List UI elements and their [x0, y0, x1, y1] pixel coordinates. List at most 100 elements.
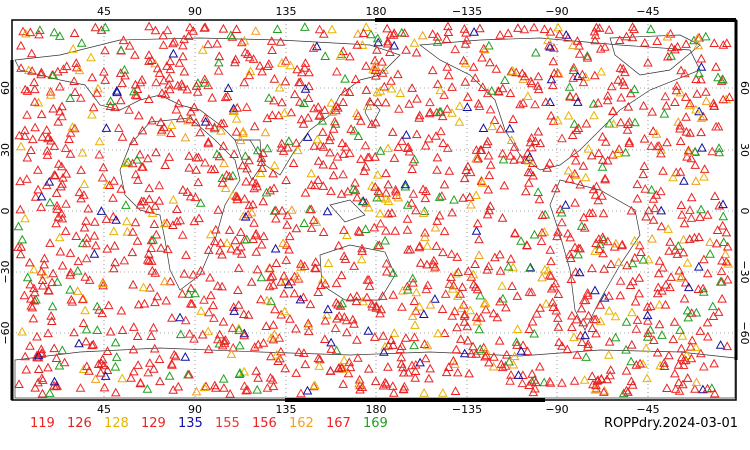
observation-marker	[503, 28, 514, 38]
observation-marker	[654, 140, 664, 150]
observation-marker	[645, 24, 656, 33]
observation-marker	[432, 165, 442, 174]
observation-marker	[36, 191, 47, 201]
observation-marker	[266, 351, 276, 361]
observation-marker	[299, 98, 309, 107]
observation-marker	[680, 277, 691, 287]
observation-marker	[81, 233, 92, 242]
observation-marker	[354, 227, 365, 236]
observation-marker	[565, 232, 576, 242]
observation-marker	[232, 194, 243, 204]
observation-marker	[437, 388, 448, 397]
observation-marker	[338, 169, 348, 179]
observation-marker	[381, 266, 392, 276]
observation-marker	[545, 244, 556, 254]
observation-marker	[209, 313, 219, 322]
observation-marker	[87, 72, 98, 82]
observation-marker	[212, 149, 222, 159]
observation-marker	[69, 28, 80, 37]
observation-marker	[227, 323, 238, 332]
observation-marker	[76, 193, 86, 203]
observation-marker	[420, 232, 430, 242]
lon-tick-top: 135	[276, 5, 297, 18]
observation-marker	[632, 315, 643, 324]
observation-marker	[144, 183, 155, 193]
observation-marker	[250, 26, 261, 35]
observation-marker	[542, 162, 552, 172]
observation-marker	[447, 108, 457, 117]
observation-marker	[180, 351, 191, 361]
observation-marker	[722, 274, 733, 284]
observation-marker	[42, 145, 53, 155]
observation-marker	[279, 288, 289, 298]
observation-marker	[691, 104, 701, 114]
observation-marker	[496, 359, 507, 368]
observation-marker	[400, 181, 411, 191]
observation-marker	[533, 187, 543, 196]
observation-marker	[534, 194, 545, 204]
observation-marker	[419, 387, 429, 397]
observation-marker	[65, 149, 76, 158]
observation-marker	[92, 88, 102, 97]
observation-marker	[156, 243, 166, 252]
observation-marker	[25, 27, 36, 37]
observation-marker	[203, 344, 214, 354]
observation-marker	[181, 250, 191, 259]
observation-marker	[665, 282, 675, 292]
observation-marker	[583, 143, 594, 153]
observation-marker	[557, 133, 567, 143]
observation-marker	[547, 297, 558, 307]
observation-marker	[162, 25, 173, 35]
observation-marker	[232, 191, 243, 201]
observation-marker	[613, 257, 624, 267]
observation-marker	[213, 204, 224, 214]
observation-marker	[283, 279, 294, 289]
observation-marker	[172, 216, 182, 226]
observation-marker	[295, 77, 306, 86]
observation-marker	[184, 369, 194, 379]
observation-marker	[42, 150, 53, 159]
observation-marker	[17, 326, 27, 336]
observation-marker	[404, 98, 415, 108]
observation-marker	[675, 120, 686, 130]
observation-marker	[565, 91, 576, 101]
observation-marker	[569, 168, 580, 178]
observation-marker	[229, 57, 240, 67]
observation-marker	[143, 248, 154, 258]
observation-marker	[483, 184, 494, 194]
observation-marker	[186, 283, 196, 293]
observation-marker	[102, 365, 113, 374]
observation-marker	[24, 257, 35, 267]
observation-marker	[587, 263, 597, 273]
observation-marker	[171, 104, 182, 114]
observation-marker	[436, 191, 447, 200]
observation-marker	[314, 110, 325, 120]
observation-marker	[367, 301, 378, 311]
observation-marker	[595, 300, 606, 309]
observation-marker	[133, 299, 144, 309]
observation-marker	[104, 180, 115, 189]
observation-marker	[314, 361, 325, 370]
observation-marker	[697, 142, 707, 152]
observation-marker	[280, 76, 291, 86]
observation-marker	[127, 227, 138, 236]
observation-marker	[98, 280, 109, 290]
observation-marker	[218, 316, 229, 326]
observation-marker	[76, 165, 86, 174]
observation-marker	[388, 340, 398, 349]
observation-marker	[523, 167, 534, 177]
observation-marker	[16, 242, 27, 251]
observation-marker	[269, 183, 279, 193]
observation-marker	[539, 227, 550, 236]
observation-marker	[343, 368, 354, 378]
observation-marker	[234, 369, 245, 378]
observation-marker	[432, 31, 443, 41]
observation-marker	[121, 216, 132, 226]
observation-marker	[553, 289, 564, 298]
observation-marker	[203, 326, 214, 336]
observation-marker	[722, 241, 733, 251]
observation-marker	[214, 338, 225, 348]
observation-marker	[61, 168, 72, 178]
observation-marker	[465, 167, 476, 177]
observation-marker	[144, 204, 155, 214]
